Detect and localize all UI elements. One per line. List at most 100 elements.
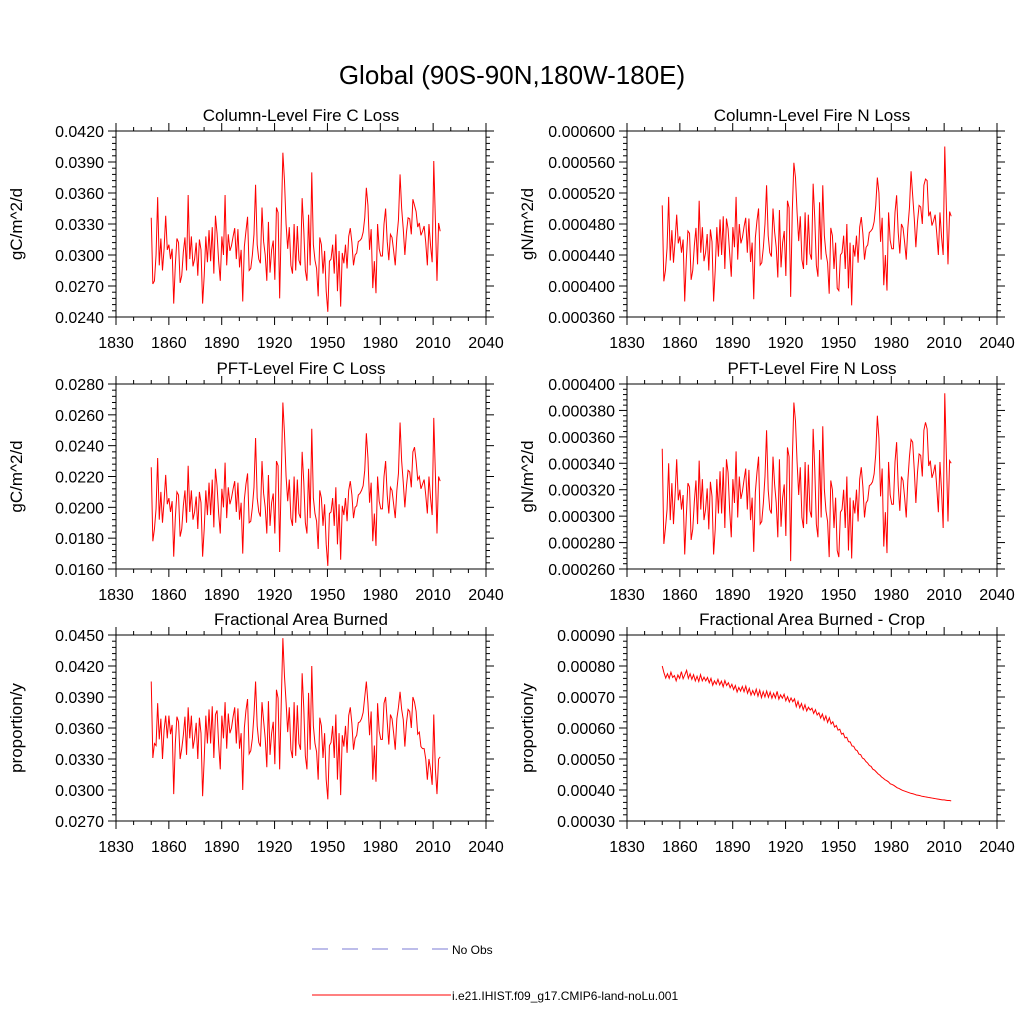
y-tick-label: 0.0330	[55, 752, 104, 769]
y-tick-label: 0.000280	[548, 536, 615, 553]
y-tick-label: 0.0390	[55, 690, 104, 707]
series-line-1	[150, 402, 441, 566]
x-tick-label: 1950	[310, 587, 346, 604]
series-line-1	[150, 638, 441, 800]
x-tick-label: 1980	[873, 587, 909, 604]
x-tick-label: 1950	[821, 335, 857, 352]
chart-panels: Column-Level Fire C Loss 0.0240 0.0270 0.03…	[7, 106, 1015, 856]
y-tick-label: 0.000380	[548, 403, 615, 420]
y-tick-label: 0.0240	[55, 439, 104, 456]
series-line-1	[661, 393, 952, 562]
x-tick-label: 1830	[609, 587, 645, 604]
x-tick-label: 2010	[415, 839, 451, 856]
x-tick-label: 1950	[821, 587, 857, 604]
x-tick-label: 1920	[768, 839, 804, 856]
y-tick-label: 0.0180	[55, 531, 104, 548]
legend: No Obs i.e21.IHIST.f09_g17.CMIP6-land-no…	[312, 943, 678, 1003]
x-tick-label: 1890	[715, 587, 751, 604]
x-tick-label: 1860	[662, 587, 698, 604]
y-axis-label: proportion/y	[518, 683, 537, 773]
panel-title: Fractional Area Burned - Crop	[699, 610, 925, 629]
y-tick-label: 0.000400	[548, 377, 615, 394]
x-tick-label: 1920	[768, 587, 804, 604]
x-tick-label: 1890	[204, 587, 240, 604]
y-tick-label: 0.0240	[55, 310, 104, 327]
y-tick-label: 0.0200	[55, 500, 104, 517]
x-tick-label: 2040	[468, 587, 504, 604]
x-tick-label: 1860	[662, 839, 698, 856]
y-tick-label: 0.0390	[55, 155, 104, 172]
plot-frame	[115, 383, 487, 570]
panel-title: PFT-Level Fire C Loss	[216, 359, 385, 378]
x-tick-label: 2010	[926, 335, 962, 352]
series-line-1	[661, 146, 952, 306]
y-tick-label: 0.0450	[55, 628, 104, 645]
y-tick-label: 0.000260	[548, 562, 615, 579]
panel-title: PFT-Level Fire N Loss	[727, 359, 896, 378]
series-line-1	[150, 152, 441, 312]
y-tick-label: 0.0280	[55, 377, 104, 394]
x-tick-label: 1890	[204, 839, 240, 856]
x-tick-label: 1920	[257, 335, 293, 352]
chart-panel-3: PFT-Level Fire C Loss 0.0160 0.0180 0.0200 0…	[7, 359, 504, 604]
y-tick-label: 0.00080	[557, 659, 615, 676]
x-tick-label: 1830	[98, 335, 134, 352]
y-axis-label: proportion/y	[7, 683, 26, 773]
x-tick-label: 1830	[609, 335, 645, 352]
x-tick-label: 1830	[98, 587, 134, 604]
y-tick-label: 0.0300	[55, 248, 104, 265]
y-tick-label: 0.0360	[55, 721, 104, 738]
y-tick-label: 0.00060	[557, 721, 615, 738]
chart-panel-4: PFT-Level Fire N Loss 0.000260 0.000280 0.0…	[518, 359, 1015, 604]
chart-panel-6: Fractional Area Burned - Crop 0.00030 0.00…	[518, 610, 1015, 856]
x-tick-label: 1860	[151, 587, 187, 604]
x-tick-label: 1860	[151, 335, 187, 352]
x-tick-label: 2040	[979, 839, 1015, 856]
x-tick-label: 2010	[415, 587, 451, 604]
x-tick-label: 2040	[979, 587, 1015, 604]
y-tick-label: 0.00050	[557, 752, 615, 769]
x-tick-label: 1980	[362, 587, 398, 604]
y-axis-label: gC/m^2/d	[7, 440, 26, 512]
x-tick-label: 1890	[715, 335, 751, 352]
y-tick-label: 0.000400	[548, 279, 615, 296]
legend-no-obs-label: No Obs	[452, 943, 493, 957]
y-tick-label: 0.0160	[55, 562, 104, 579]
y-tick-label: 0.000600	[548, 124, 615, 141]
legend-model-label: i.e21.IHIST.f09_g17.CMIP6-land-noLu.001	[452, 989, 678, 1003]
panel-title: Column-Level Fire C Loss	[203, 106, 400, 125]
y-tick-label: 0.0420	[55, 659, 104, 676]
panel-title: Column-Level Fire N Loss	[714, 106, 911, 125]
y-tick-label: 0.000360	[548, 310, 615, 327]
y-tick-label: 0.000520	[548, 186, 615, 203]
y-tick-label: 0.0300	[55, 783, 104, 800]
x-tick-label: 1860	[662, 335, 698, 352]
x-tick-label: 1830	[98, 839, 134, 856]
y-tick-label: 0.0360	[55, 186, 104, 203]
x-tick-label: 1920	[257, 587, 293, 604]
y-tick-label: 0.00030	[557, 814, 615, 831]
x-tick-label: 1980	[873, 335, 909, 352]
y-tick-label: 0.00090	[557, 628, 615, 645]
x-tick-label: 1860	[151, 839, 187, 856]
x-tick-label: 1950	[310, 335, 346, 352]
y-tick-label: 0.0220	[55, 470, 104, 487]
y-tick-label: 0.0270	[55, 279, 104, 296]
x-tick-label: 1830	[609, 839, 645, 856]
series-line-1	[661, 665, 952, 802]
panel-title: Fractional Area Burned	[214, 610, 388, 629]
y-tick-label: 0.000300	[548, 509, 615, 526]
x-tick-label: 2010	[926, 587, 962, 604]
y-axis-label: gN/m^2/d	[518, 188, 537, 260]
x-tick-label: 1980	[873, 839, 909, 856]
x-tick-label: 2010	[926, 839, 962, 856]
y-tick-label: 0.000560	[548, 155, 615, 172]
y-tick-label: 0.00070	[557, 690, 615, 707]
y-axis-label: gC/m^2/d	[7, 188, 26, 260]
y-tick-label: 0.00040	[557, 783, 615, 800]
plot-frame	[626, 634, 998, 822]
x-tick-label: 2040	[468, 839, 504, 856]
x-tick-label: 1890	[715, 839, 751, 856]
x-tick-label: 1980	[362, 335, 398, 352]
y-tick-label: 0.0270	[55, 814, 104, 831]
